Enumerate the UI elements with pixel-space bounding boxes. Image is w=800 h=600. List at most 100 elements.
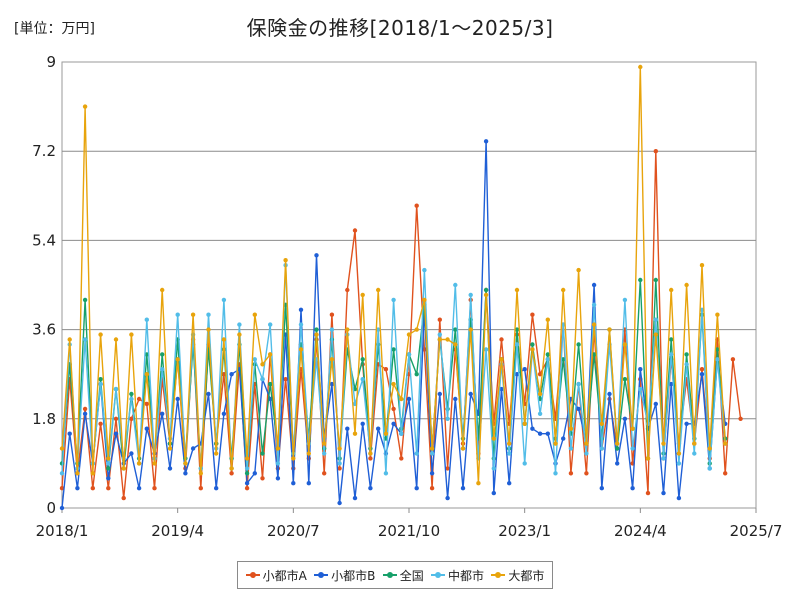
data-point xyxy=(414,451,419,456)
data-point xyxy=(337,500,342,506)
data-point xyxy=(121,495,126,501)
data-point xyxy=(283,258,288,263)
data-point xyxy=(368,456,373,461)
data-point xyxy=(453,327,458,332)
data-point xyxy=(322,441,327,446)
data-point xyxy=(113,386,119,392)
data-point xyxy=(545,352,550,357)
data-point xyxy=(329,312,335,317)
data-point xyxy=(522,461,527,466)
data-point xyxy=(460,446,466,451)
data-point xyxy=(252,357,257,362)
data-point xyxy=(738,416,743,421)
data-point xyxy=(198,486,203,491)
data-point xyxy=(260,362,265,367)
data-point xyxy=(306,451,311,456)
data-point xyxy=(136,396,142,402)
data-point xyxy=(537,411,543,416)
data-point xyxy=(352,228,358,233)
data-point xyxy=(221,337,227,342)
data-point xyxy=(221,411,227,416)
data-point xyxy=(707,466,712,471)
data-point xyxy=(414,372,419,377)
data-point xyxy=(584,451,589,456)
data-point xyxy=(314,253,319,258)
data-point xyxy=(244,481,250,486)
data-point xyxy=(190,446,196,451)
legend-label-mid-city: 中都市 xyxy=(448,568,485,583)
y-tick-label: 3.6 xyxy=(32,321,56,339)
legend-swatch-small-city-b xyxy=(314,570,329,580)
data-point xyxy=(376,287,381,293)
data-point xyxy=(360,377,365,382)
data-point xyxy=(514,327,520,332)
y-tick-label: 5.4 xyxy=(32,231,56,249)
data-point xyxy=(283,377,288,382)
x-tick-label: 2024/4 xyxy=(614,522,667,540)
data-point xyxy=(345,426,350,431)
data-point xyxy=(82,104,88,109)
data-point xyxy=(160,287,165,293)
data-point xyxy=(345,327,350,332)
data-point xyxy=(445,466,450,471)
data-point xyxy=(291,481,296,486)
data-point xyxy=(90,471,96,476)
data-point xyxy=(638,64,643,70)
data-point xyxy=(59,446,65,451)
data-point xyxy=(591,302,597,307)
data-point xyxy=(437,337,442,342)
legend-swatch-large-city xyxy=(491,570,506,580)
data-point xyxy=(252,312,257,317)
legend-swatch-national xyxy=(382,570,397,580)
data-point xyxy=(699,307,705,312)
legend-label-small-city-a: 小都市A xyxy=(262,568,307,583)
data-point xyxy=(453,282,458,288)
legend-swatch-mid-city xyxy=(431,570,445,580)
data-point xyxy=(684,282,689,288)
data-point xyxy=(368,451,373,456)
data-point xyxy=(615,461,620,466)
data-point xyxy=(260,476,265,481)
data-point xyxy=(676,451,682,456)
x-tick-label: 2019/4 xyxy=(151,522,204,540)
data-point xyxy=(622,297,628,303)
data-point xyxy=(638,277,643,283)
data-point xyxy=(82,297,88,303)
legend-item-large-city: 大都市 xyxy=(491,567,544,584)
data-point xyxy=(483,347,489,352)
data-point xyxy=(368,486,373,491)
data-point xyxy=(399,456,404,461)
data-point xyxy=(167,466,173,471)
data-point xyxy=(653,149,658,154)
data-point xyxy=(352,495,358,501)
data-point xyxy=(298,347,304,352)
data-point xyxy=(491,436,496,441)
data-point xyxy=(591,352,597,357)
data-point xyxy=(630,426,635,431)
data-point xyxy=(599,486,604,491)
data-point xyxy=(190,312,196,317)
data-point xyxy=(507,481,512,486)
data-point xyxy=(129,332,134,337)
data-point xyxy=(638,386,643,392)
data-point xyxy=(98,377,103,382)
data-point xyxy=(391,347,396,352)
data-point xyxy=(507,441,512,446)
data-point xyxy=(468,327,473,332)
data-point xyxy=(175,357,180,362)
data-point xyxy=(98,332,103,337)
data-point xyxy=(129,416,134,421)
data-point xyxy=(391,421,396,426)
data-point xyxy=(607,391,612,397)
data-point xyxy=(160,352,165,357)
data-point xyxy=(275,446,281,451)
data-point xyxy=(568,426,574,431)
data-point xyxy=(206,391,211,397)
data-point xyxy=(715,357,720,362)
data-point xyxy=(106,461,111,466)
data-point xyxy=(383,367,389,372)
data-point xyxy=(391,381,396,387)
data-point xyxy=(545,357,550,362)
data-point xyxy=(75,486,80,491)
